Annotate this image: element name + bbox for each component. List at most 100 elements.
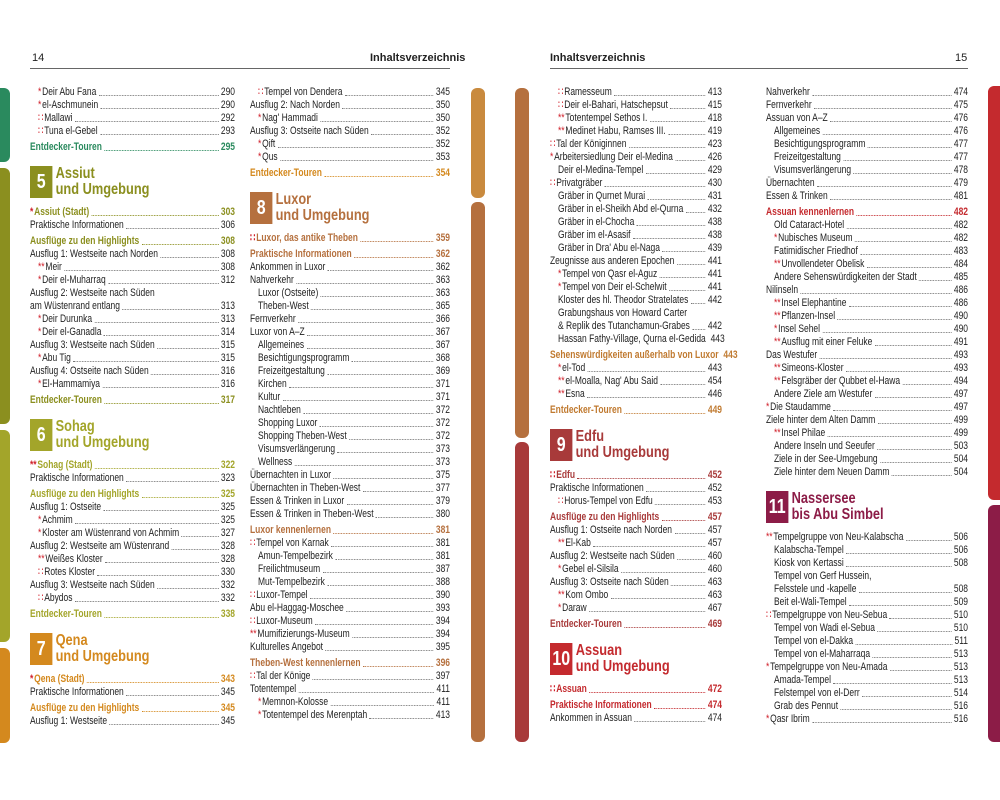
toc-entry: Praktische Informationen 362 [250, 248, 450, 261]
entry-page: 312 [220, 274, 235, 286]
entry-page: 418 [707, 112, 722, 124]
edge-tab [515, 442, 529, 742]
entry-page: 313 [220, 300, 235, 312]
toc-entry: * Qus 353 [250, 151, 450, 164]
toc-entry: ∷ Luxor, das antike Theben 359 [250, 232, 450, 245]
entry-page: 359 [435, 232, 450, 244]
entry-text: Simeons-Kloster [781, 362, 844, 374]
dot-leader [362, 491, 434, 492]
header-rule [30, 68, 450, 69]
entry-page: 345 [220, 702, 235, 714]
dot-leader [320, 121, 434, 122]
entry-page: 486 [953, 284, 968, 296]
chapter-title: Nassersee [791, 490, 856, 507]
toc-entry: Theben-West 365 [250, 300, 450, 313]
dot-leader [866, 267, 952, 268]
dot-leader [126, 228, 219, 229]
entry-page: 394 [435, 615, 450, 627]
toc-entry: Mut-Tempelbezirk 388 [250, 576, 450, 589]
entry-page: 395 [435, 641, 450, 653]
chapter-subtitle: bis Abu Simbel [791, 506, 884, 523]
dot-leader [141, 244, 219, 245]
entry-page: 396 [435, 657, 450, 669]
marker: ** [774, 310, 781, 322]
entry-page: 499 [953, 427, 968, 439]
toc-entry: Assuan von A–Z 476 [766, 112, 968, 125]
entry-page: 328 [220, 553, 235, 565]
entry-text: Übernachten in Luxor [250, 469, 332, 481]
entry-page: 387 [435, 563, 450, 575]
toc-entry: * Insel Sehel 490 [766, 323, 968, 336]
entry-text: Abu Tig [42, 352, 71, 364]
dot-leader [126, 695, 219, 696]
dot-leader [104, 403, 219, 404]
dot-leader [858, 592, 952, 593]
entry-text: Meir [45, 261, 62, 273]
entry-text: Mumifizierungs-Museum [257, 628, 350, 640]
toc-entry: * Memnon-Kolosse 411 [250, 696, 450, 709]
entry-page: 493 [953, 349, 968, 361]
dot-leader [837, 319, 952, 320]
toc-entry: * Gebel el-Silsila 460 [550, 563, 722, 576]
toc-entry: Grab des Pennut 516 [766, 700, 968, 713]
entry-page: 442 [707, 320, 722, 332]
toc-column: * Deir Abu Fana 290 * el-Aschmunein 290 ∷ Malla… [30, 86, 235, 728]
toc-entry: Ausflug 4: Ostseite nach Süden 316 [30, 365, 235, 378]
entry-text: Ausflug 1: Ostseite [30, 501, 102, 513]
dot-leader [874, 397, 952, 398]
entry-text: Ziele hinter dem Neuen Damm [774, 466, 890, 478]
entry-page: 476 [953, 112, 968, 124]
toc-entry: Deir el-Medina-Tempel 429 [550, 164, 722, 177]
marker: * [766, 661, 770, 673]
dot-leader [628, 147, 706, 148]
entry-page: 317 [220, 394, 235, 406]
dot-leader [375, 517, 434, 518]
toc-entry: Praktische Informationen 323 [30, 472, 235, 485]
entry-text: Ausflug 4: Ostseite nach Süden [30, 365, 149, 377]
marker: * [774, 232, 778, 244]
chapter-subtitle: und Umgebung [55, 434, 150, 451]
entry-text: Das Westufer [766, 349, 818, 361]
toc-entry: Andere Sehenswürdigkeiten der Stadt 485 [766, 271, 968, 284]
entry-text: Tempel von Wadi el-Sebua [774, 622, 875, 634]
toc-entry: ∷ Tal der Könige 397 [250, 670, 450, 683]
entry-text: el-Tod [562, 362, 586, 374]
chapter-title: Edfu [575, 428, 605, 445]
dot-leader [102, 387, 219, 388]
toc-entry: Ziele in der See-Umgebung 504 [766, 453, 968, 466]
toc-entry: ** Mumifizierungs-Museum 394 [250, 628, 450, 641]
marker: * [38, 352, 42, 364]
toc-entry: ∷ Ramesseum 413 [550, 86, 722, 99]
entry-page: 497 [953, 401, 968, 413]
dot-leader [171, 549, 219, 550]
entry-text: Ausflug 3: Westseite nach Süden [30, 579, 155, 591]
entry-page: 313 [220, 313, 235, 325]
dot-leader [73, 361, 219, 362]
entry-text: Ausflug 1: Ostseite nach Norden [550, 524, 673, 536]
marker: * [258, 151, 262, 163]
toc-entry: Sehenswürdigkeiten außerhalb von Luxor 44… [550, 349, 738, 362]
entry-page: 457 [707, 537, 722, 549]
dot-leader [126, 481, 219, 482]
entry-text: Nahverkehr [250, 274, 294, 286]
entry-page: 352 [435, 138, 450, 150]
dot-leader [846, 553, 952, 554]
entry-page: 350 [435, 112, 450, 124]
toc-entry: ∷ Tempel von Dendera 345 [250, 86, 450, 99]
dot-leader [840, 709, 952, 710]
entry-text: Privatgräber [556, 177, 603, 189]
entry-text: Qift [262, 138, 276, 150]
dot-leader [905, 540, 952, 541]
marker: ** [774, 427, 781, 439]
toc-entry: Ankommen in Assuan 474 [550, 712, 722, 725]
dot-leader [337, 452, 434, 453]
entry-text: Assuan [556, 683, 587, 695]
dot-leader [369, 718, 434, 719]
dot-leader [157, 348, 219, 349]
dot-leader [91, 215, 219, 216]
dot-leader [855, 644, 953, 645]
dot-leader [827, 436, 952, 437]
entry-page: 290 [220, 99, 235, 111]
entry-page: 316 [220, 365, 235, 377]
edge-tab [515, 88, 529, 438]
